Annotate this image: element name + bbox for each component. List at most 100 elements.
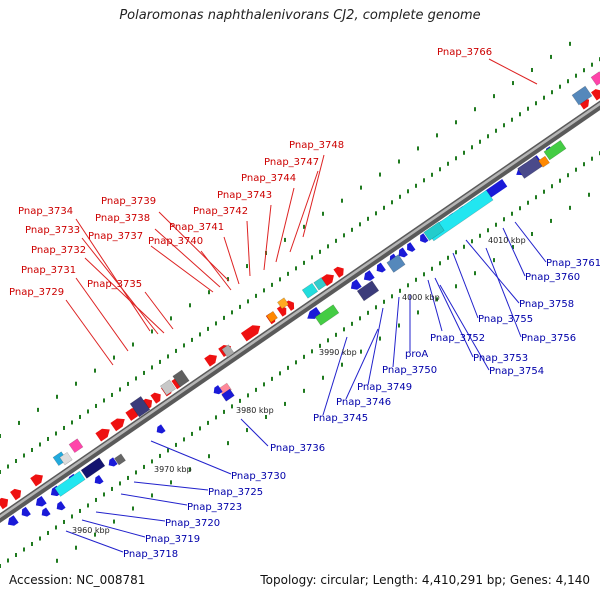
strand-dot xyxy=(113,519,115,524)
strand-dot xyxy=(359,222,361,227)
arrow-shape xyxy=(407,242,416,252)
gene-label[interactable]: Pnap_3718 xyxy=(123,549,178,560)
gene-label[interactable]: Pnap_3741 xyxy=(169,222,224,233)
gene-label[interactable]: Pnap_3725 xyxy=(208,487,263,498)
box-shape xyxy=(129,396,151,418)
gene-label[interactable]: Pnap_3730 xyxy=(231,471,286,482)
gene-label[interactable]: Pnap_3746 xyxy=(336,397,391,408)
gene-label[interactable]: Pnap_3737 xyxy=(88,231,143,242)
genome-summary-text: Topology: circular; Length: 4,410,291 bp… xyxy=(260,573,590,587)
strand-dot xyxy=(588,192,590,197)
leader-line xyxy=(144,291,174,330)
gene-label[interactable]: Pnap_3732 xyxy=(31,245,86,256)
strand-dot xyxy=(322,211,324,216)
strand-dot xyxy=(527,106,529,111)
gene-label[interactable]: Pnap_3753 xyxy=(473,353,528,364)
strand-dot xyxy=(407,283,409,288)
strand-dot xyxy=(246,264,248,269)
strand-dot xyxy=(375,211,377,216)
gene-label[interactable]: Pnap_3749 xyxy=(357,382,412,393)
strand-dot xyxy=(0,470,1,474)
leader-line xyxy=(84,257,165,334)
strand-dot xyxy=(132,342,134,347)
gene-label[interactable]: Pnap_3736 xyxy=(270,443,325,454)
leader-line xyxy=(120,493,188,506)
gene-arrow xyxy=(363,270,375,281)
gene-label[interactable]: Pnap_3743 xyxy=(217,190,272,201)
accession-text: Accession: NC_008781 xyxy=(9,573,146,587)
gene-label[interactable]: Pnap_3754 xyxy=(489,366,544,377)
gene-box xyxy=(277,297,289,310)
gene-label[interactable]: Pnap_3742 xyxy=(193,206,248,217)
gene-label[interactable]: Pnap_3760 xyxy=(525,272,580,283)
strand-dot xyxy=(398,159,400,164)
gene-label[interactable]: Pnap_3752 xyxy=(430,333,485,344)
gene-label[interactable]: Pnap_3729 xyxy=(9,287,64,298)
strand-dot xyxy=(75,381,77,386)
strand-dot xyxy=(375,305,377,310)
arrow-shape xyxy=(240,325,261,342)
gene-label[interactable]: Pnap_3720 xyxy=(165,518,220,529)
gene-label[interactable]: Pnap_3739 xyxy=(101,196,156,207)
strand-dot xyxy=(439,167,441,172)
arrow-shape xyxy=(591,89,600,101)
gene-label[interactable]: Pnap_3758 xyxy=(519,299,574,310)
box-shape xyxy=(301,282,319,299)
arrow-shape xyxy=(94,475,104,485)
strand-dot xyxy=(383,299,385,304)
strand-dot xyxy=(271,282,273,287)
gene-label[interactable]: Pnap_3734 xyxy=(18,206,73,217)
strand-dot xyxy=(493,258,495,263)
gene-label[interactable]: Pnap_3733 xyxy=(25,225,80,236)
gene-label[interactable]: Pnap_3745 xyxy=(313,413,368,424)
strand-dot xyxy=(175,348,177,353)
gene-label[interactable]: Pnap_3747 xyxy=(264,157,319,168)
arrow-shape xyxy=(0,497,9,510)
strand-dot xyxy=(455,250,457,255)
gene-label[interactable]: Pnap_3740 xyxy=(148,236,203,247)
gene-label[interactable]: Pnap_3731 xyxy=(21,265,76,276)
gene-arrow xyxy=(94,475,104,485)
arrow-shape xyxy=(41,507,51,517)
forward-strand-labels: Pnap_3766 Pnap_3748 Pnap_3747 Pnap_3744 … xyxy=(9,47,492,298)
strand-dot xyxy=(119,481,121,486)
strand-dot xyxy=(439,261,441,266)
strand-dot xyxy=(479,233,481,238)
strand-dot xyxy=(255,387,257,392)
strand-dot xyxy=(583,68,585,73)
strand-dot xyxy=(341,198,343,203)
strand-dot xyxy=(503,217,505,222)
gene-box xyxy=(54,470,86,497)
box-shape xyxy=(386,254,406,273)
leader-line xyxy=(240,418,269,447)
gene-box xyxy=(313,277,327,291)
arrow-shape xyxy=(35,495,47,507)
strand-dot xyxy=(471,145,473,150)
strand-dot xyxy=(551,184,553,189)
gene-label[interactable]: Pnap_3723 xyxy=(187,502,242,513)
gene-label[interactable]: Pnap_3744 xyxy=(241,173,296,184)
gene-label[interactable]: Pnap_3750 xyxy=(382,365,437,376)
strand-dot xyxy=(239,398,241,403)
gene-label[interactable]: Pnap_3735 xyxy=(87,279,142,290)
strand-dot xyxy=(151,493,153,498)
strand-dot xyxy=(503,123,505,128)
label-leader-lines xyxy=(65,58,547,553)
gene-label[interactable]: proA xyxy=(405,349,428,360)
gene-label[interactable]: Pnap_3755 xyxy=(478,314,533,325)
arrow-shape xyxy=(204,354,217,367)
strand-dot xyxy=(127,381,129,386)
gene-label[interactable]: Pnap_3756 xyxy=(521,333,576,344)
gene-label[interactable]: Pnap_3748 xyxy=(289,140,344,151)
strand-dot xyxy=(455,156,457,161)
strand-dot xyxy=(208,454,210,459)
strand-dot xyxy=(569,205,571,210)
gene-label[interactable]: Pnap_3761 xyxy=(546,258,600,269)
strand-dot xyxy=(151,459,153,464)
gene-label[interactable]: Pnap_3766 xyxy=(437,47,492,58)
strand-dot xyxy=(487,134,489,139)
gene-label[interactable]: Pnap_3719 xyxy=(145,534,200,545)
gene-label[interactable]: Pnap_3738 xyxy=(95,213,150,224)
gene-arrow xyxy=(156,424,166,434)
